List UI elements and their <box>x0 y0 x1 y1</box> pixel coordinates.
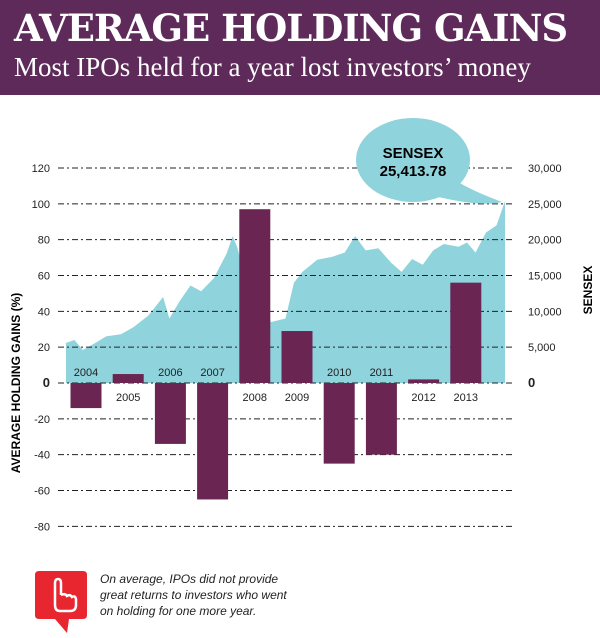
bar-2010 <box>323 383 355 464</box>
callout-value: 25,413.78 <box>380 163 447 180</box>
header: AVERAGE HOLDING GAINS Most IPOs held for… <box>0 0 600 95</box>
bar-2011 <box>365 383 397 455</box>
y-tick-label: 120 <box>32 163 50 175</box>
x-tick-label: 2007 <box>200 367 224 379</box>
bar-2004 <box>70 383 102 409</box>
y2-tick-label: 15,000 <box>528 271 562 283</box>
x-tick-label: 2006 <box>158 367 182 379</box>
callout-label: SENSEX <box>383 145 444 162</box>
bar-2013 <box>450 282 482 383</box>
y-tick-label: -40 <box>34 450 50 462</box>
sensex-callout: SENSEX 25,413.78 <box>356 118 502 204</box>
pointing-finger-icon <box>35 571 87 633</box>
bar-2009 <box>281 331 313 383</box>
y2-axis-label: SENSEX <box>581 266 595 315</box>
y-tick-label: 0 <box>43 375 50 390</box>
y2-tick-label: 5,000 <box>528 342 556 354</box>
y2-tick-label: 20,000 <box>528 235 562 247</box>
x-tick-label: 2004 <box>74 367 98 379</box>
y-tick-label: 80 <box>38 235 50 247</box>
x-tick-label: 2011 <box>370 367 394 379</box>
footnote: On average, IPOs did not provide great r… <box>100 572 287 618</box>
y2-tick-label: 0 <box>528 375 535 390</box>
sensex-area <box>66 201 505 383</box>
y2-tick-label: 10,000 <box>528 306 562 318</box>
x-tick-label: 2009 <box>285 392 309 404</box>
page-title: AVERAGE HOLDING GAINS <box>14 6 568 50</box>
y2-tick-label: 25,000 <box>528 199 562 211</box>
x-tick-label: 2005 <box>116 392 140 404</box>
y2-tick-label: 30,000 <box>528 163 562 175</box>
y-tick-label: -80 <box>34 521 50 533</box>
x-tick-label: 2012 <box>411 392 435 404</box>
page-subtitle: Most IPOs held for a year lost investors… <box>14 52 531 82</box>
y-tick-label: -60 <box>34 486 50 498</box>
y-tick-label: 20 <box>38 342 50 354</box>
y-tick-label: 60 <box>38 271 50 283</box>
bar-2012 <box>408 379 440 383</box>
x-tick-label: 2010 <box>327 367 351 379</box>
y-tick-label: 40 <box>38 306 50 318</box>
y-tick-label: 100 <box>32 199 50 211</box>
y-axis-label: AVERAGE HOLDING GAINS (%) <box>9 293 23 473</box>
bar-2005 <box>112 374 144 383</box>
bar-2006 <box>154 383 186 444</box>
x-tick-label: 2013 <box>454 392 478 404</box>
bar-2008 <box>239 209 271 383</box>
y-tick-label: -20 <box>34 414 50 426</box>
bar-2007 <box>197 383 229 500</box>
x-tick-label: 2008 <box>243 392 267 404</box>
